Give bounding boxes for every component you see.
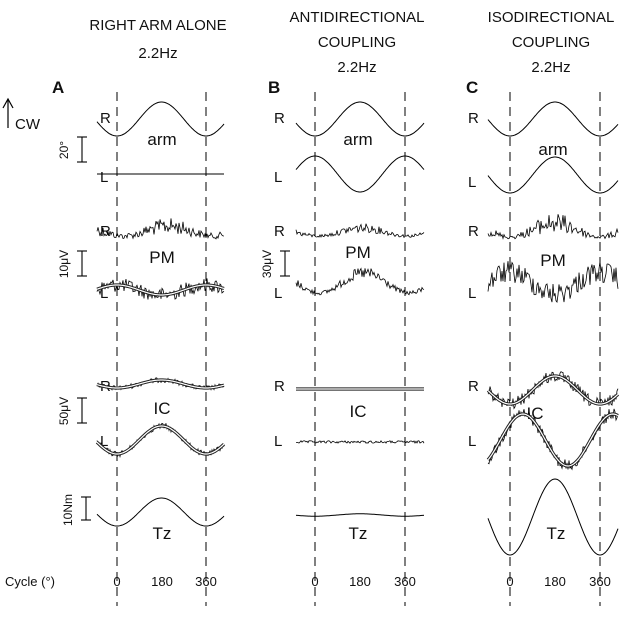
fit-outline-c-ic-l xyxy=(486,412,619,468)
trace-b-tz xyxy=(295,513,425,517)
signal-c-arm: arm xyxy=(538,140,567,159)
cw-arrowhead-icon xyxy=(2,97,14,109)
cycle-axis-label: Cycle (°) xyxy=(5,574,55,589)
tick-c-360: 360 xyxy=(589,574,611,589)
panel-letter-c: C xyxy=(466,78,478,97)
column-c-title-2: COUPLING xyxy=(512,34,590,51)
trace-c-arm-r xyxy=(487,101,619,137)
scale-bar-pm-b-label: 30μV xyxy=(260,250,274,278)
label-c-pm-r: R xyxy=(468,223,479,240)
label-b-pm-l: L xyxy=(274,285,282,302)
cw-direction-indicator: CW xyxy=(2,97,41,133)
trace-a-pm-r xyxy=(96,218,225,240)
label-a-pm-r: R xyxy=(100,223,111,240)
scale-bar-ic: 50μV xyxy=(57,397,87,425)
column-b-title-2: COUPLING xyxy=(318,34,396,51)
signal-b-pm: PM xyxy=(345,243,371,262)
cycle-marker-lines xyxy=(116,92,601,606)
fit-c-ic-r xyxy=(487,375,619,405)
trace-a-ic-l xyxy=(96,422,225,459)
row-labels: R L R L R L R L R L R L R L R L R L xyxy=(100,110,479,450)
column-a-title-1: RIGHT ARM ALONE xyxy=(89,17,226,34)
label-b-arm-r: R xyxy=(274,110,285,127)
trace-c-arm-l xyxy=(487,156,619,194)
tick-c-0: 0 xyxy=(506,574,513,589)
signal-names: arm arm arm PM PM PM IC IC IC Tz Tz Tz xyxy=(147,130,567,543)
signal-b-tz: Tz xyxy=(349,524,368,543)
column-b-title-3: 2.2Hz xyxy=(337,59,376,76)
label-a-pm-l: L xyxy=(100,285,108,302)
scale-bar-arm: 20° xyxy=(57,136,87,163)
trace-b-pm-r xyxy=(295,223,425,239)
tick-a-0: 0 xyxy=(113,574,120,589)
label-c-arm-l: L xyxy=(468,174,476,191)
label-c-arm-r: R xyxy=(468,110,479,127)
scale-bar-pm-b: 30μV xyxy=(260,250,290,278)
fit-a-ic-r xyxy=(96,379,225,389)
label-c-ic-l: L xyxy=(468,433,476,450)
column-a-header: RIGHT ARM ALONE 2.2Hz xyxy=(89,17,226,62)
trace-c-pm-r xyxy=(487,214,619,240)
signal-a-ic: IC xyxy=(154,399,171,418)
trace-c-tz xyxy=(487,478,619,556)
label-a-ic-l: L xyxy=(100,433,108,450)
fit-c-ic-l xyxy=(487,413,619,467)
trace-a-arm-r xyxy=(96,101,225,137)
panel-letter-a: A xyxy=(52,78,64,97)
signal-b-arm: arm xyxy=(343,130,372,149)
tick-a-180: 180 xyxy=(151,574,173,589)
scale-bar-ic-label: 50μV xyxy=(57,397,71,425)
column-b-header: ANTIDIRECTIONAL COUPLING 2.2Hz xyxy=(289,9,424,76)
column-b-title-1: ANTIDIRECTIONAL xyxy=(289,9,424,26)
scale-bar-tz-label: 10Nm xyxy=(61,494,75,526)
trace-a-tz xyxy=(96,497,225,527)
signal-c-pm: PM xyxy=(540,251,566,270)
signal-c-tz: Tz xyxy=(547,524,566,543)
scale-bar-pm-a: 10μV xyxy=(57,250,87,278)
signal-traces xyxy=(95,101,620,556)
tick-b-180: 180 xyxy=(349,574,371,589)
column-c-title-1: ISODIRECTIONAL xyxy=(488,9,615,26)
panel-letter-b: B xyxy=(268,78,280,97)
fit-outline-a-ic-r xyxy=(96,378,225,390)
tick-b-0: 0 xyxy=(311,574,318,589)
column-a-title-2: 2.2Hz xyxy=(138,45,177,62)
cycle-axis: Cycle (°) 0 180 360 0 180 360 0 180 360 xyxy=(5,574,611,589)
scale-bar-tz: 10Nm xyxy=(61,494,91,526)
trace-b-arm-r xyxy=(295,101,425,137)
fit-outline-a-ic-l xyxy=(95,424,226,456)
cw-label: CW xyxy=(15,116,41,133)
scale-bar-pm-a-label: 10μV xyxy=(57,250,71,278)
signal-a-pm: PM xyxy=(149,248,175,267)
trace-c-pm-l xyxy=(487,261,619,303)
label-b-ic-l: L xyxy=(274,433,282,450)
label-b-ic-r: R xyxy=(274,378,285,395)
trace-c-ic-l xyxy=(487,408,619,471)
column-c-title-3: 2.2Hz xyxy=(531,59,570,76)
label-a-arm-l: L xyxy=(100,169,108,186)
scale-bar-arm-label: 20° xyxy=(57,141,71,159)
tick-b-360: 360 xyxy=(394,574,416,589)
trace-b-ic-l xyxy=(296,440,425,444)
signal-b-ic: IC xyxy=(350,402,367,421)
label-c-ic-r: R xyxy=(468,378,479,395)
trace-b-arm-l xyxy=(295,155,425,193)
label-c-pm-l: L xyxy=(468,285,476,302)
tick-c-180: 180 xyxy=(544,574,566,589)
fit-a-ic-l xyxy=(96,425,225,455)
signal-a-tz: Tz xyxy=(153,524,172,543)
signal-a-arm: arm xyxy=(147,130,176,149)
label-b-arm-l: L xyxy=(274,169,282,186)
column-c-header: ISODIRECTIONAL COUPLING 2.2Hz xyxy=(488,9,615,76)
label-b-pm-r: R xyxy=(274,223,285,240)
tick-a-360: 360 xyxy=(195,574,217,589)
fit-a-pm-l xyxy=(96,284,225,296)
label-a-arm-r: R xyxy=(100,110,111,127)
trace-b-pm-l xyxy=(295,267,425,296)
